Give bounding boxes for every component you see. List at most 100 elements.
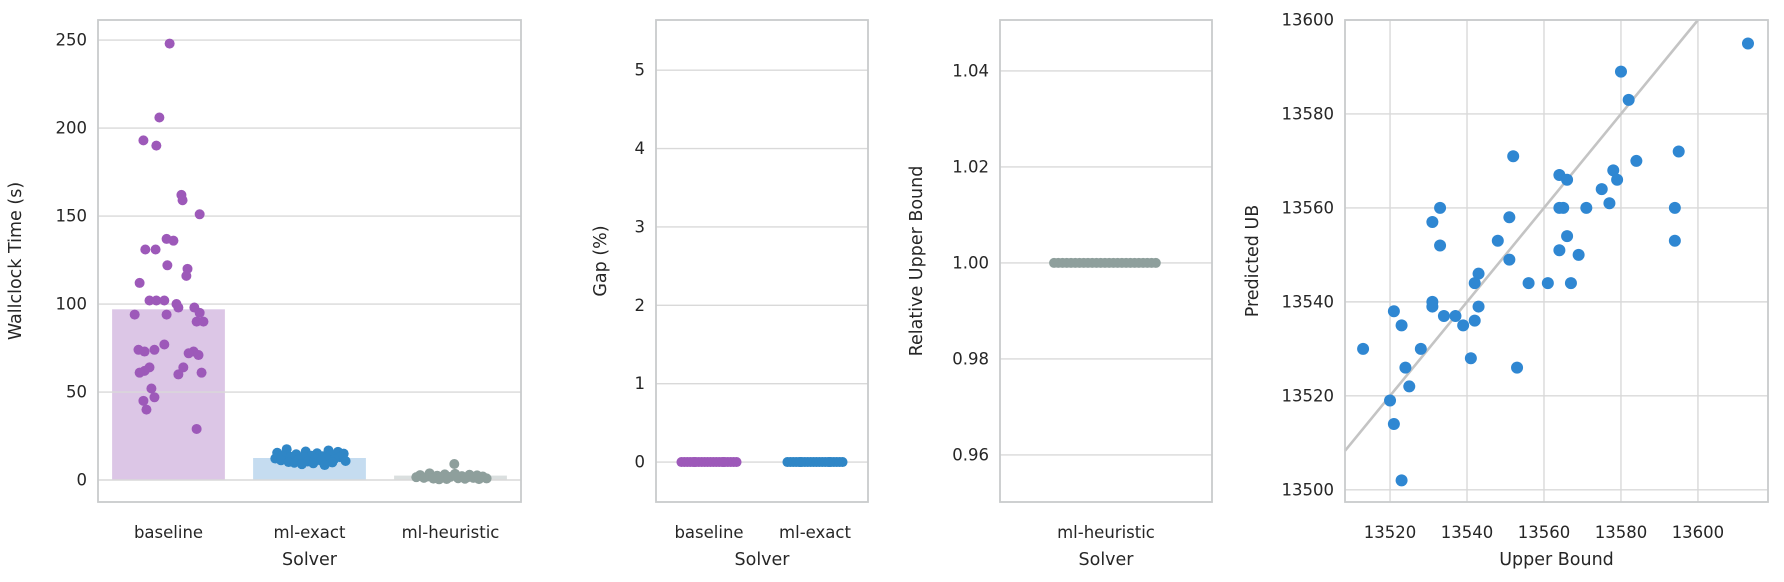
scatter-point <box>1387 305 1400 318</box>
strip-point <box>449 458 460 469</box>
strip-point <box>411 472 422 483</box>
strip-point <box>289 457 300 468</box>
scatter-point <box>1426 216 1439 229</box>
strip-point <box>418 472 429 483</box>
scatter-point <box>1507 150 1520 163</box>
strip-point <box>1150 257 1161 268</box>
scatter-point <box>1561 173 1574 186</box>
x-axis-label: Solver <box>735 550 791 570</box>
x-tick-label: ml-heuristic <box>1057 523 1155 542</box>
x-tick-label: 13520 <box>1364 523 1417 542</box>
y-tick-label: 200 <box>56 119 88 138</box>
y-tick-label: 0.96 <box>952 445 989 464</box>
y-tick-label: 0.98 <box>952 349 989 368</box>
scatter-point <box>1541 277 1554 290</box>
y-axis-label: Predicted UB <box>1243 205 1263 318</box>
scatter-point <box>1395 319 1408 332</box>
strip-point <box>731 457 742 468</box>
strip-point <box>459 473 470 484</box>
identity-refline <box>1343 19 1699 452</box>
scatter-point <box>1491 234 1504 247</box>
scatter-point <box>1395 474 1408 487</box>
y-axis-label: Gap (%) <box>591 225 611 296</box>
scatter-point <box>1503 253 1516 266</box>
chart-gap: 0 1 2 3 4 5 baseline ml-exact Solver Gap (%) <box>591 19 869 570</box>
scatter-point <box>1472 300 1485 313</box>
scatter-point <box>1553 244 1566 257</box>
x-tick-label: 13580 <box>1595 523 1648 542</box>
strip-point <box>308 458 319 469</box>
scatter-point <box>1468 314 1481 327</box>
strip-point <box>151 295 162 306</box>
strip-point <box>139 346 150 357</box>
strip-point <box>198 316 209 327</box>
strip-point <box>177 195 188 206</box>
scatter-point <box>1468 277 1481 290</box>
y-tick-label: 1.02 <box>952 157 989 176</box>
strip-point <box>194 307 205 318</box>
x-tick-label: 13540 <box>1441 523 1494 542</box>
strip-point <box>141 404 152 415</box>
strip-point <box>164 38 175 49</box>
strip-point <box>149 344 160 355</box>
x-tick-label: 13560 <box>1518 523 1571 542</box>
y-tick-label: 0 <box>77 471 88 490</box>
y-tick-label: 13600 <box>1282 11 1335 30</box>
scatter-point <box>1403 380 1416 393</box>
y-tick-label: 5 <box>635 61 646 80</box>
x-tick-label: ml-heuristic <box>402 523 500 542</box>
strip-point <box>837 457 848 468</box>
y-tick-label: 13500 <box>1282 480 1335 499</box>
x-tick-label: 13600 <box>1672 523 1725 542</box>
scatter-point <box>1522 277 1535 290</box>
strip-point <box>441 473 452 484</box>
scatter-point <box>1603 197 1616 210</box>
strip-point <box>191 316 202 327</box>
y-tick-label: 3 <box>635 217 646 236</box>
strip-point <box>689 457 700 468</box>
y-tick-label: 1.00 <box>952 253 989 272</box>
scatter-point <box>1472 267 1485 280</box>
scatter-point <box>1387 418 1400 431</box>
y-tick-label: 13540 <box>1282 292 1335 311</box>
scatter-point <box>1614 65 1627 78</box>
x-tick-label: baseline <box>134 523 203 542</box>
strip-point <box>183 348 194 359</box>
scatter-point <box>1384 394 1397 407</box>
scatter-point <box>1622 93 1635 106</box>
x-axis-label: Upper Bound <box>1499 550 1614 570</box>
y-tick-label: 250 <box>56 31 88 50</box>
strip-point <box>173 302 184 313</box>
strip-point <box>151 140 162 151</box>
scatter-point <box>1357 342 1370 355</box>
y-tick-label: 50 <box>66 383 87 402</box>
strip-point <box>193 350 204 361</box>
strip-point <box>173 369 184 380</box>
y-tick-label: 2 <box>635 296 646 315</box>
strip-point <box>162 260 173 271</box>
scatter-point <box>1511 361 1524 374</box>
y-tick-label: 1.04 <box>952 61 989 80</box>
y-tick-label: 4 <box>635 139 646 158</box>
scatter-point <box>1668 234 1681 247</box>
x-axis-label: Solver <box>1079 550 1135 570</box>
scatter-point <box>1399 361 1412 374</box>
strip-point <box>824 457 835 468</box>
scatter-point <box>1572 248 1585 261</box>
strip-point <box>481 473 492 484</box>
strip-point <box>154 112 165 123</box>
strip-point <box>140 244 151 255</box>
scatter-point <box>1449 309 1462 322</box>
x-tick-label: ml-exact <box>779 523 851 542</box>
scatter-point <box>1434 239 1447 252</box>
scatter-point <box>1595 183 1608 196</box>
scatter-point <box>1611 173 1624 186</box>
strip-point <box>138 135 149 146</box>
y-axis-label: Wallclock Time (s) <box>6 182 26 340</box>
y-tick-label: 0 <box>635 453 646 472</box>
y-tick-label: 100 <box>56 295 88 314</box>
scatter-point <box>1672 145 1685 158</box>
scatter-point <box>1553 201 1566 214</box>
strip-point <box>129 309 140 320</box>
